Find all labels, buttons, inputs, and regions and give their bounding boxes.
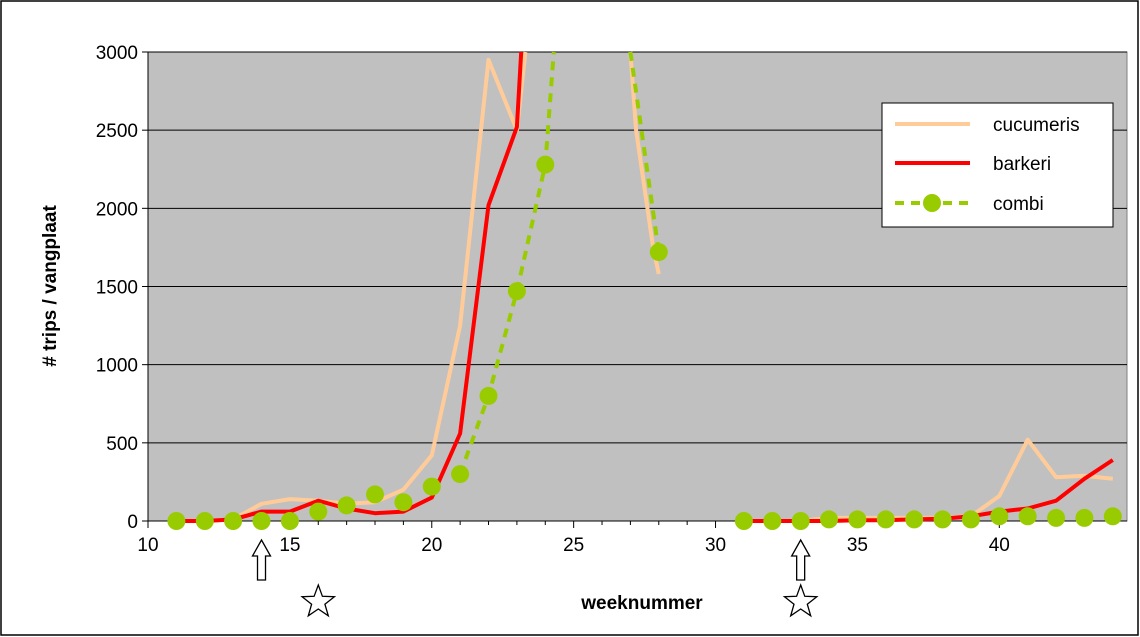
x-tick-label: 30: [705, 535, 726, 556]
legend-swatch-combi-marker: [923, 194, 941, 212]
data-point-combi: [167, 512, 186, 530]
x-tick-label: 35: [847, 535, 868, 556]
arrow-up-icon: [251, 538, 272, 581]
y-tick-label: 1500: [96, 278, 138, 299]
data-point-combi: [451, 465, 470, 484]
star-icon: [782, 583, 819, 618]
data-point-combi: [905, 510, 924, 529]
arrow-up-icon: [790, 538, 811, 581]
legend-label-combi: combi: [993, 194, 1044, 215]
x-tick-label: 40: [989, 535, 1010, 556]
data-point-combi: [1047, 508, 1066, 527]
y-axis-title: # trips / vangplaat: [40, 205, 61, 367]
data-point-combi: [337, 496, 356, 515]
data-point-combi: [763, 512, 782, 530]
legend-label-barkeri: barkeri: [993, 154, 1051, 175]
x-tick-label: 10: [137, 535, 158, 556]
series-line-combi: [628, 51, 661, 253]
data-point-combi: [961, 510, 980, 529]
series-layer: [167, 51, 1122, 530]
data-point-combi: [734, 512, 753, 530]
legend-label-cucumeris: cucumeris: [993, 115, 1080, 136]
data-point-combi: [195, 512, 214, 530]
data-point-combi: [990, 507, 1009, 526]
data-point-combi: [479, 386, 498, 405]
star-icon: [300, 583, 337, 618]
x-tick-label: 25: [563, 535, 584, 556]
data-point-combi: [536, 155, 555, 174]
series-combi: [167, 51, 1122, 530]
data-point-combi: [366, 485, 384, 504]
data-point-combi: [507, 282, 526, 301]
y-tick-label: 500: [106, 434, 138, 455]
y-tick-label: 3000: [96, 43, 138, 64]
x-tick-label: 20: [421, 535, 442, 556]
data-point-combi: [394, 493, 413, 512]
y-tick-label: 2000: [96, 199, 138, 220]
series-line-combi: [458, 51, 556, 475]
data-point-combi: [422, 477, 441, 496]
annotations: [251, 538, 819, 618]
data-point-combi: [876, 510, 895, 529]
x-axis-title: weeknummer: [580, 593, 703, 614]
data-point-combi: [848, 510, 867, 529]
data-point-combi: [649, 243, 668, 262]
data-point-combi: [933, 510, 952, 529]
y-tick-label: 0: [127, 512, 138, 533]
data-point-combi: [1075, 508, 1094, 527]
x-tick-label: 15: [279, 535, 300, 556]
data-point-combi: [820, 510, 838, 529]
data-point-combi: [1018, 507, 1037, 526]
data-point-combi: [224, 512, 243, 530]
y-tick-label: 1000: [96, 356, 138, 377]
data-point-combi: [252, 512, 271, 530]
legend: cucumeris barkeri combi: [881, 102, 1114, 228]
series-line-cucumeris: [628, 51, 661, 275]
y-tick-label: 2500: [96, 121, 138, 142]
data-point-combi: [280, 512, 299, 530]
axes: 0 500 1000 1500 2000 2500 3000 10 15 20 25 30 35 40: [96, 43, 1127, 556]
data-point-combi: [309, 502, 328, 521]
data-point-combi: [1103, 507, 1122, 526]
data-point-combi: [791, 512, 810, 530]
